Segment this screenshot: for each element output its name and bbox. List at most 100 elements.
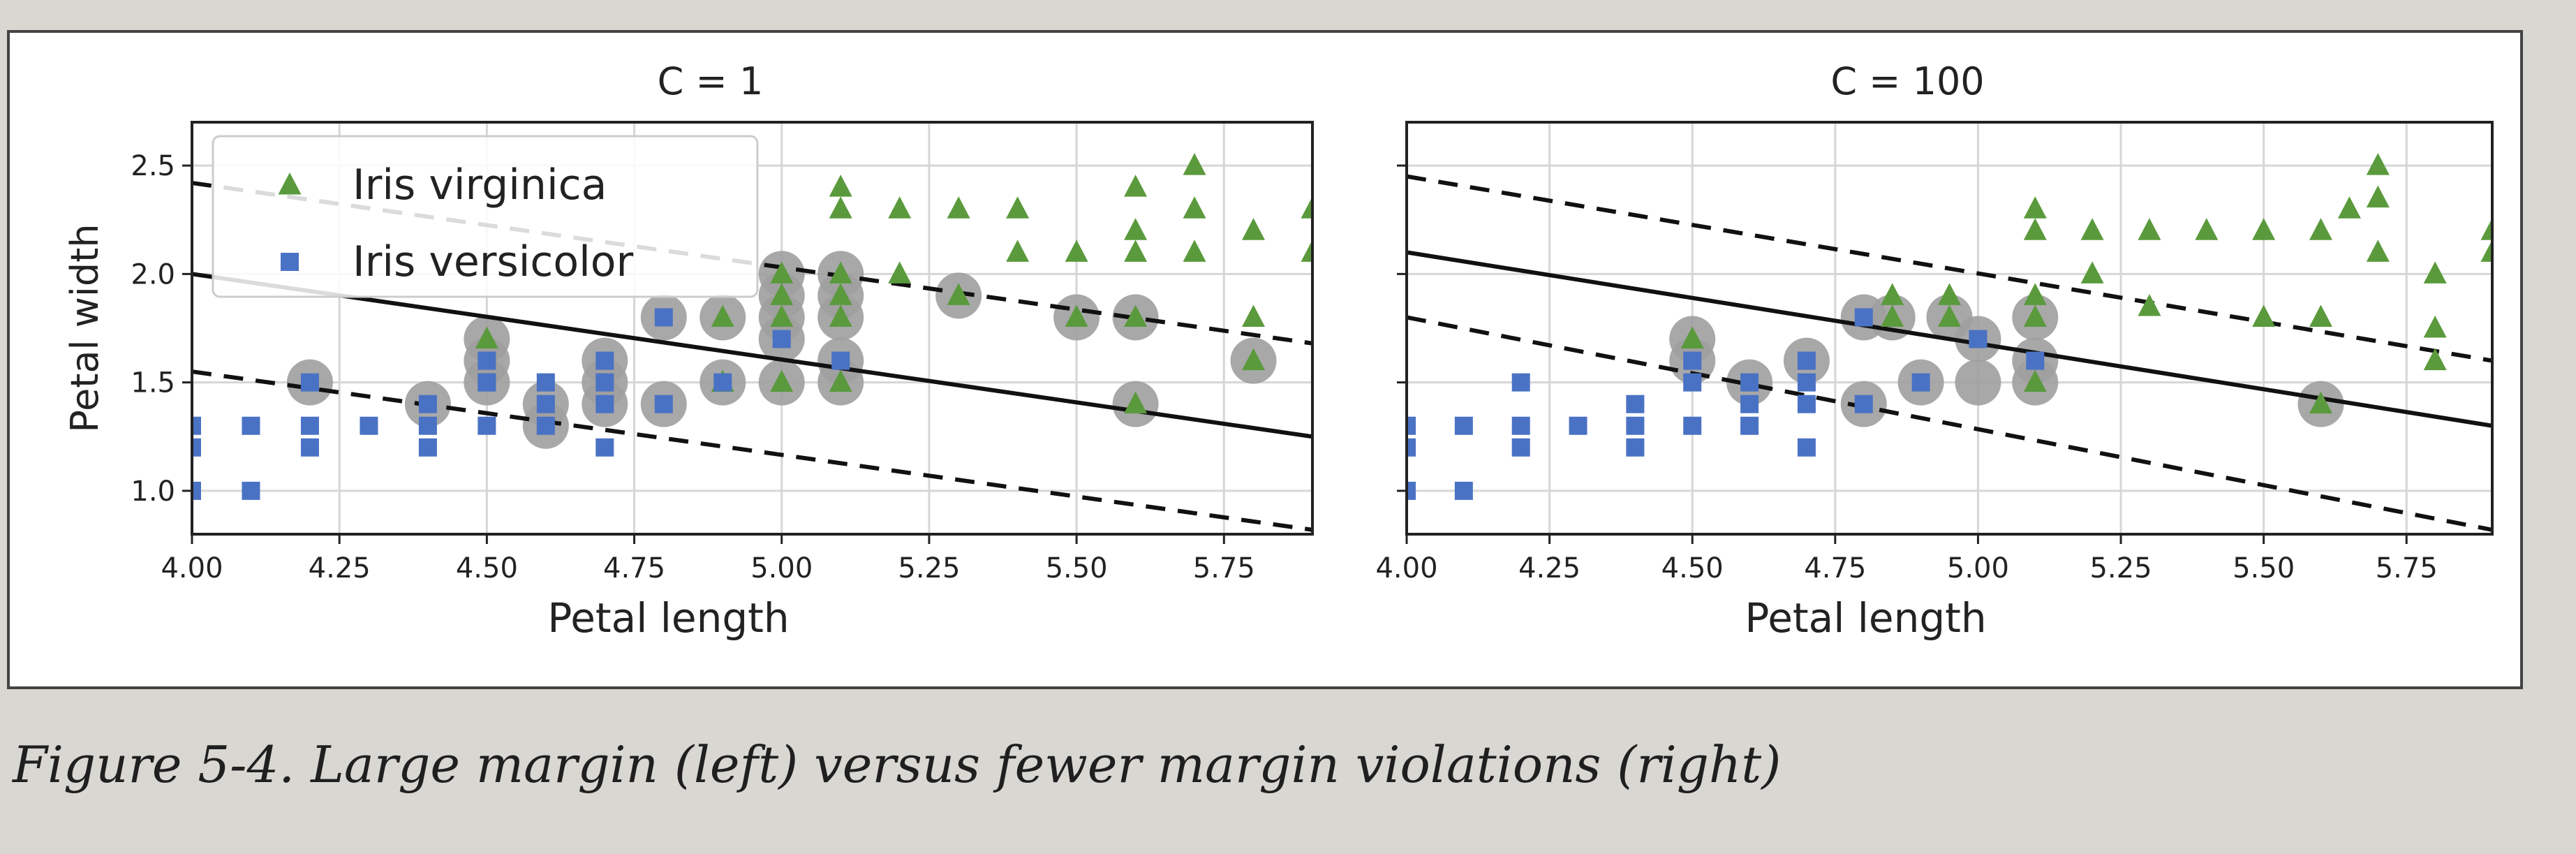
virginica-marker: [829, 175, 852, 197]
versicolor-marker: [595, 351, 614, 370]
y-tick-label: 2.0: [131, 258, 175, 290]
margin-upper-line: [192, 180, 1312, 346]
virginica-marker: [2423, 316, 2447, 338]
versicolor-marker: [654, 308, 673, 327]
x-tick-label: 5.25: [898, 552, 960, 584]
versicolor-marker: [418, 395, 437, 413]
virginica-marker: [1242, 304, 1266, 327]
versicolor-marker: [1511, 373, 1530, 392]
charts-group: 4.00 4.25 4.50 4.75 5.00 5.25 5.50 5.75 1.0 1.5 2.…: [63, 59, 2494, 642]
virginica-marker: [2023, 218, 2047, 240]
figure-caption: Figure 5-4. Large margin (left) versus f…: [11, 735, 1781, 794]
virginica-marker: [1301, 196, 1312, 219]
versicolor-marker: [1407, 481, 1416, 500]
virginica-marker: [1124, 240, 1148, 262]
virginica-marker: [475, 326, 498, 349]
x-tick-label: 5.50: [1046, 552, 1108, 584]
versicolor-marker: [1740, 395, 1759, 413]
decision-boundary-line: [1407, 250, 2492, 428]
legend-label: Iris versicolor: [353, 237, 633, 286]
virginica-marker: [947, 283, 970, 305]
x-tick-label: 4.25: [1518, 552, 1581, 584]
virginica-marker: [2138, 293, 2161, 316]
x-axis-label: Petal length: [547, 594, 789, 642]
versicolor-marker: [1454, 416, 1473, 435]
x-tick-label: 5.25: [2089, 552, 2152, 584]
plot-frame: [191, 121, 1314, 536]
versicolor-marker: [1797, 373, 1816, 392]
versicolor-marker: [1683, 416, 1702, 435]
virginica-marker: [2366, 185, 2390, 208]
y-tick-label: 1.5: [131, 367, 175, 399]
virginica-marker: [1006, 240, 1030, 262]
margin-lower-line: [192, 369, 1312, 532]
virginica-marker: [947, 196, 970, 219]
versicolor-marker: [300, 416, 319, 435]
versicolor-marker: [478, 416, 496, 435]
virginica-marker: [770, 283, 794, 305]
versicolor-marker: [192, 416, 201, 435]
chart-title: C = 100: [1830, 59, 1984, 103]
virginica-marker: [2366, 153, 2390, 175]
virginica-marker: [1183, 196, 1206, 219]
virginica-marker: [2423, 348, 2447, 371]
virginica-marker: [1938, 283, 1961, 305]
virginica-marker: [1065, 240, 1088, 262]
versicolor-marker: [192, 438, 201, 457]
versicolor-marker: [1407, 416, 1416, 435]
virginica-marker: [829, 283, 852, 305]
virginica-marker: [2252, 304, 2276, 327]
support-vector-halo: [1955, 359, 2001, 406]
versicolor-marker: [1797, 351, 1816, 370]
versicolor-marker: [595, 395, 614, 413]
versicolor-marker: [831, 351, 850, 370]
virginica-marker: [1938, 304, 1961, 327]
x-tick-label: 5.75: [1193, 552, 1255, 584]
x-tick-label: 5.00: [750, 552, 813, 584]
versicolor-marker: [1407, 438, 1416, 457]
virginica-marker: [2023, 369, 2047, 392]
chart-title: C = 1: [658, 59, 764, 103]
virginica-marker: [770, 261, 794, 284]
virginica-marker: [1242, 348, 1266, 371]
virginica-marker: [2080, 218, 2104, 240]
virginica-marker: [1124, 304, 1148, 327]
versicolor-marker: [595, 438, 614, 457]
versicolor-marker: [1511, 438, 1530, 457]
x-tick-label: 4.25: [309, 552, 371, 584]
virginica-marker: [1124, 391, 1148, 414]
versicolor-marker: [536, 373, 555, 392]
y-tick-label: 1.0: [131, 476, 175, 508]
versicolor-marker: [2026, 351, 2045, 370]
versicolor-marker: [1740, 416, 1759, 435]
x-axis-label: Petal length: [1745, 594, 1986, 642]
versicolor-marker: [300, 373, 319, 392]
versicolor-marker: [1740, 373, 1759, 392]
x-tick-label: 4.75: [1804, 552, 1866, 584]
versicolor-marker: [1626, 395, 1645, 413]
versicolor-marker: [1626, 416, 1645, 435]
versicolor-marker: [1683, 373, 1702, 392]
virginica-marker: [2023, 283, 2047, 305]
virginica-marker: [2480, 218, 2492, 240]
virginica-marker: [829, 304, 852, 327]
versicolor-marker: [478, 351, 496, 370]
versicolor-marker: [1626, 438, 1645, 457]
x-tick-label: 4.50: [1661, 552, 1724, 584]
versicolor-marker: [242, 481, 260, 500]
legend-label: Iris virginica: [353, 161, 607, 209]
plot-frame: [1405, 121, 2494, 536]
virginica-marker: [1183, 240, 1206, 262]
virginica-marker: [2423, 261, 2447, 284]
decision-boundary-line: [192, 272, 1312, 439]
virginica-marker: [1881, 304, 1904, 327]
virginica-marker: [1124, 175, 1148, 197]
chart-panel-2: 4.00 4.25 4.50 4.75 5.00 5.25 5.50 5.75 C = 100 P…: [1375, 59, 2494, 642]
virginica-marker: [1006, 196, 1030, 219]
margin-lower-line: [1407, 315, 2492, 532]
versicolor-marker: [1969, 330, 1987, 348]
versicolor-marker: [595, 373, 614, 392]
versicolor-marker: [1911, 373, 1930, 392]
virginica-marker: [829, 369, 852, 392]
